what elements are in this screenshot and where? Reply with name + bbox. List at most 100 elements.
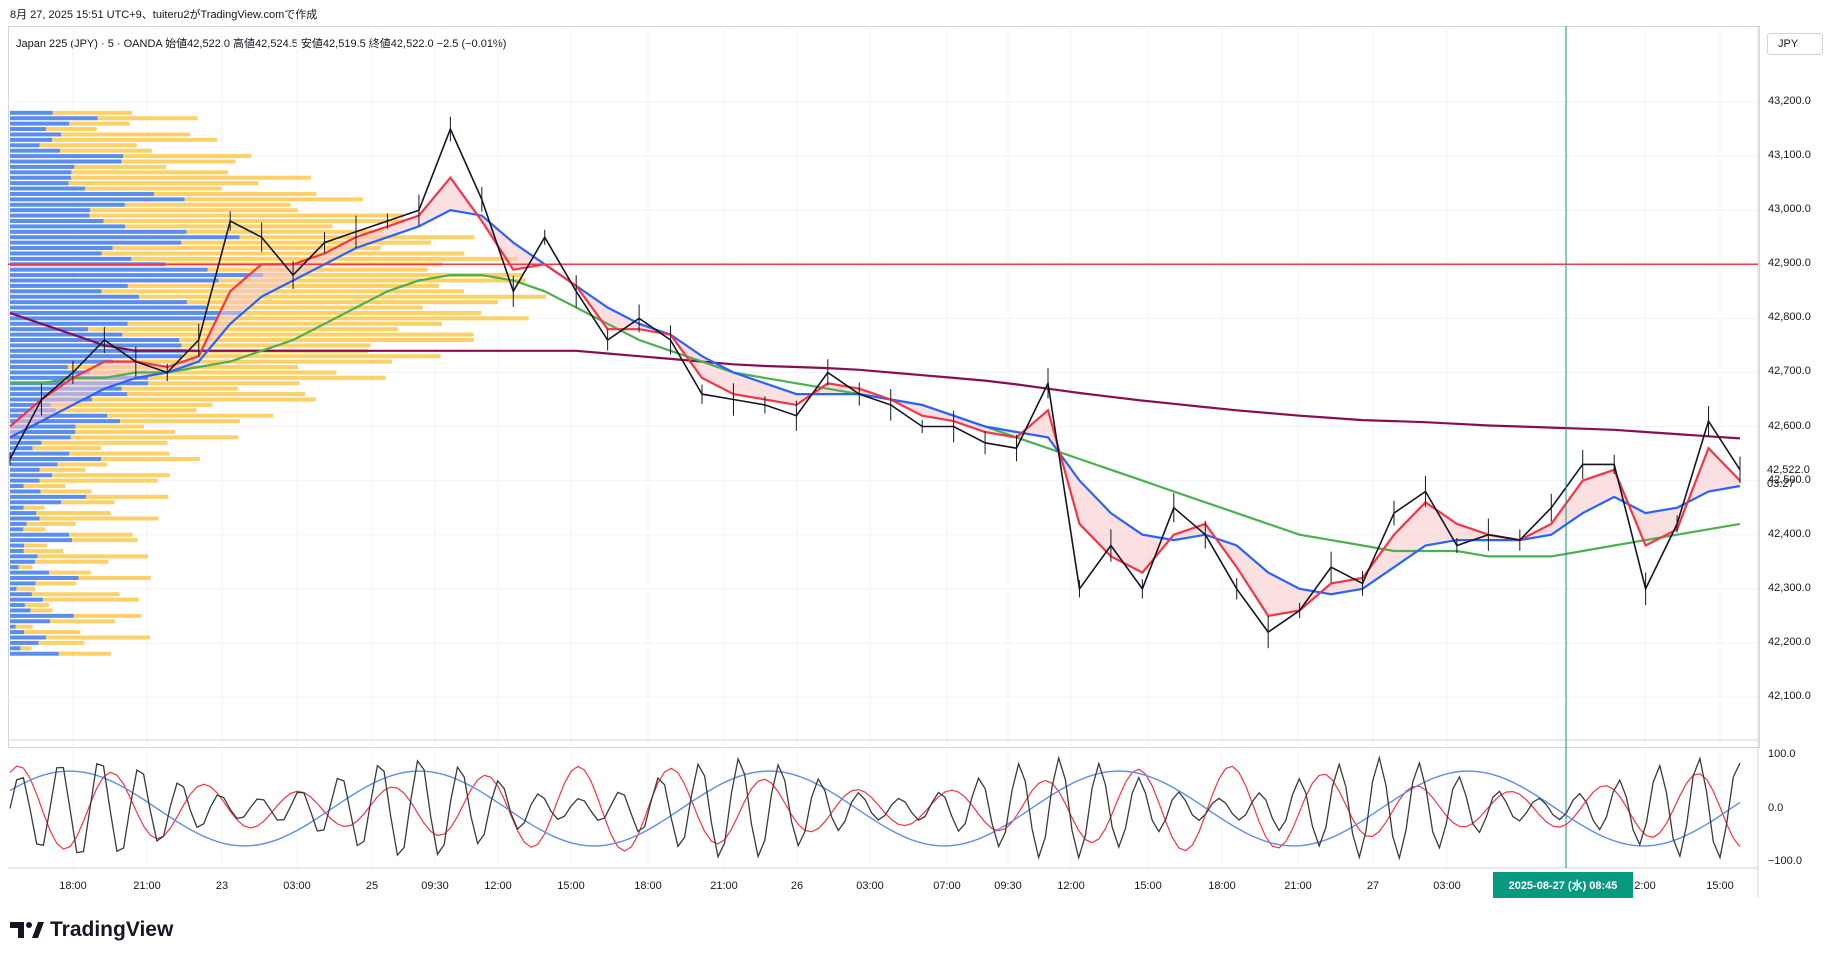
volume-bar-down xyxy=(38,640,85,645)
time-tick-label: 25 xyxy=(365,880,379,892)
volume-bar-up xyxy=(10,630,25,635)
volume-bar-up xyxy=(10,294,140,299)
volume-bar-down xyxy=(20,646,32,651)
price-tick-label: 42,900.0 xyxy=(1768,257,1811,270)
volume-bar-up xyxy=(10,132,62,137)
volume-bar-up xyxy=(10,608,31,613)
volume-bar-up xyxy=(10,613,74,618)
volume-bar-up xyxy=(10,527,24,532)
volume-bar-up xyxy=(10,592,32,597)
volume-bar-down xyxy=(52,137,218,142)
volume-bar-down xyxy=(60,148,152,153)
volume-bar-up xyxy=(10,164,75,169)
volume-bar-down xyxy=(61,500,115,505)
volume-bar-up xyxy=(10,191,155,196)
volume-bar-down xyxy=(24,603,49,608)
volume-bar-up xyxy=(10,348,186,353)
time-tick-label: 12:00 xyxy=(484,880,512,892)
volume-bar-up xyxy=(10,300,187,305)
volume-bar-up xyxy=(10,186,86,191)
volume-bar-up xyxy=(10,267,208,272)
volume-bar-up xyxy=(10,175,72,180)
volume-bar-down xyxy=(41,440,168,445)
volume-bar-down xyxy=(32,446,102,451)
volume-bar-up xyxy=(10,359,114,364)
volume-bar-down xyxy=(122,332,474,337)
time-tick-label: 27 xyxy=(1366,880,1380,892)
oscillator-tick-label: 100.0 xyxy=(1768,748,1796,760)
volume-bar-up xyxy=(10,635,47,640)
time-tick-label: 23 xyxy=(215,880,229,892)
volume-bar-down xyxy=(69,121,130,126)
volume-bar-up xyxy=(10,484,24,489)
volume-bar-down xyxy=(30,608,53,613)
volume-bar-down xyxy=(263,273,523,278)
volume-bar-down xyxy=(52,473,170,478)
volume-bar-down xyxy=(113,359,393,364)
tradingview-logo[interactable]: TradingView xyxy=(10,918,173,942)
volume-bar-up xyxy=(10,229,187,234)
volume-bar-down xyxy=(184,197,363,202)
volume-bar-up xyxy=(10,283,128,288)
volume-bar-up xyxy=(10,305,207,310)
volume-bar-down xyxy=(35,581,77,586)
volume-bar-up xyxy=(10,440,42,445)
volume-bar-up xyxy=(10,256,132,261)
time-tick-label: 09:30 xyxy=(994,880,1022,892)
volume-bar-up xyxy=(10,251,102,256)
volume-bar-down xyxy=(78,576,151,580)
volume-bar-down xyxy=(36,511,111,516)
volume-bar-down xyxy=(101,289,464,294)
currency-selector[interactable]: JPY xyxy=(1767,33,1823,55)
volume-bar-up xyxy=(10,154,124,159)
volume-bar-up xyxy=(10,310,243,315)
volume-bar-down xyxy=(218,278,526,283)
volume-bar-down xyxy=(24,630,81,635)
oscillator-main-line xyxy=(9,755,1741,861)
tradingview-logo-text: TradingView xyxy=(50,918,174,941)
volume-bar-up xyxy=(10,424,76,429)
volume-bar-up xyxy=(10,651,59,656)
volume-bar-down xyxy=(101,251,465,256)
ma-long-line xyxy=(9,311,1741,440)
oscillator-tick-label: −100.0 xyxy=(1768,855,1802,867)
volume-bar-down xyxy=(26,521,76,526)
volume-bar-down xyxy=(39,478,158,483)
volume-bar-down xyxy=(179,338,474,342)
volume-bar-up xyxy=(10,597,43,602)
volume-bar-down xyxy=(73,613,142,618)
volume-bar-up xyxy=(10,273,264,278)
volume-bar-down xyxy=(37,554,149,559)
volume-bar-down xyxy=(206,305,423,310)
volume-bar-up xyxy=(10,494,87,499)
volume-bar-down xyxy=(186,300,499,305)
volume-bar-down xyxy=(16,586,35,591)
volume-bar-down xyxy=(120,419,240,424)
volume-bar-down xyxy=(23,548,64,553)
volume-bar-down xyxy=(139,294,547,299)
oscillator-signal-line xyxy=(9,765,1741,852)
volume-bar-up xyxy=(10,332,123,337)
volume-bar-up xyxy=(10,246,113,251)
volume-bar-up xyxy=(10,435,71,440)
volume-bar-up xyxy=(10,576,79,580)
main-pane-frame xyxy=(8,26,1760,748)
volume-bar-up xyxy=(10,213,90,218)
price-tick-label: 42,500.0 xyxy=(1768,473,1811,486)
volume-bar-up xyxy=(10,278,219,283)
time-tick-label: 07:00 xyxy=(933,880,961,892)
time-tick-label: 21:00 xyxy=(710,880,738,892)
volume-bar-up xyxy=(10,159,122,164)
volume-bar-up xyxy=(10,500,62,505)
price-tick-label: 42,800.0 xyxy=(1768,311,1811,324)
volume-bar-up xyxy=(10,429,76,434)
time-tick-label: 21:00 xyxy=(133,880,161,892)
time-tick-label: 26 xyxy=(790,880,804,892)
volume-bar-down xyxy=(70,435,239,440)
volume-bar-down xyxy=(121,386,238,391)
time-tick-label: 03:00 xyxy=(856,880,884,892)
volume-bar-up xyxy=(10,446,33,451)
volume-bar-down xyxy=(52,110,133,115)
volume-bar-down xyxy=(218,316,529,321)
